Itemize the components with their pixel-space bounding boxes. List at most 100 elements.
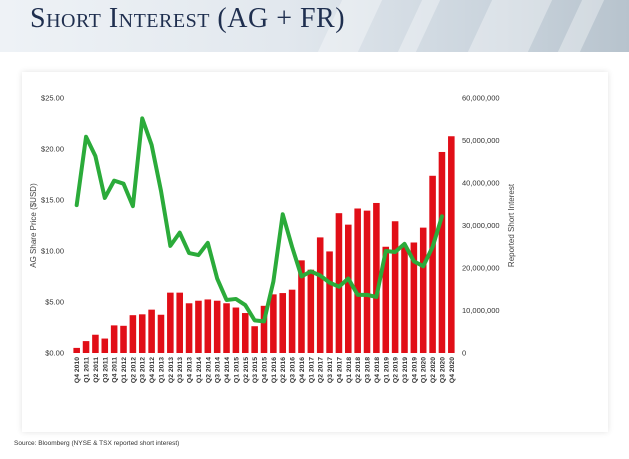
x-tick-label: Q4 2018 bbox=[374, 357, 381, 383]
bar-short-interest bbox=[279, 293, 287, 353]
x-tick-label: Q4 2015 bbox=[262, 357, 269, 383]
bar-short-interest bbox=[448, 136, 455, 353]
x-tick-label: Q3 2015 bbox=[252, 357, 259, 383]
bar-short-interest bbox=[373, 202, 380, 353]
bar-short-interest bbox=[410, 242, 418, 353]
source-note: Source: Bloomberg (NYSE & TSX reported s… bbox=[14, 440, 180, 447]
left-tick-label: $10.00 bbox=[41, 247, 64, 256]
x-tick-label: Q4 2012 bbox=[149, 357, 156, 383]
x-tick-label: Q3 2011 bbox=[102, 357, 109, 383]
bar-short-interest bbox=[419, 227, 427, 354]
bar-short-interest bbox=[185, 303, 193, 353]
bar-short-interest bbox=[260, 305, 268, 353]
bar-short-interest bbox=[401, 246, 408, 353]
x-tick-label: Q1 2013 bbox=[158, 357, 165, 383]
title-paren: (AG + FR) bbox=[217, 3, 346, 34]
left-tick-label: $0.00 bbox=[45, 349, 64, 358]
x-tick-label: Q3 2013 bbox=[177, 357, 184, 383]
x-tick-label: Q2 2013 bbox=[168, 357, 175, 383]
bar-short-interest bbox=[110, 325, 118, 354]
x-tick-label: Q3 2019 bbox=[402, 357, 409, 383]
bar-short-interest bbox=[251, 326, 258, 353]
left-tick-label: $25.00 bbox=[41, 94, 64, 103]
x-tick-label: Q1 2018 bbox=[346, 357, 353, 383]
bar-short-interest bbox=[345, 224, 352, 353]
right-tick-label: 30,000,000 bbox=[462, 221, 500, 230]
x-tick-label: Q2 2016 bbox=[280, 357, 287, 383]
bar-short-interest bbox=[326, 251, 333, 353]
y-axis-left-title: AG Share Price ($USD) bbox=[29, 183, 38, 268]
x-tick-label: Q1 2019 bbox=[383, 357, 390, 383]
x-tick-label: Q1 2016 bbox=[271, 357, 278, 383]
bar-short-interest bbox=[82, 341, 90, 353]
right-tick-label: 20,000,000 bbox=[462, 264, 500, 273]
right-tick-label: 10,000,000 bbox=[462, 306, 500, 315]
bar-short-interest bbox=[213, 300, 221, 353]
bar-short-interest bbox=[307, 269, 315, 353]
line-share-price bbox=[74, 116, 444, 324]
bar-short-interest bbox=[316, 237, 324, 353]
x-tick-label: Q2 2012 bbox=[130, 357, 137, 383]
x-tick-label: Q3 2014 bbox=[215, 357, 222, 383]
bar-short-interest bbox=[335, 213, 343, 353]
x-tick-label: Q4 2011 bbox=[112, 357, 119, 383]
x-tick-label: Q2 2019 bbox=[393, 357, 400, 383]
right-tick-label: 40,000,000 bbox=[462, 179, 500, 188]
bar-short-interest bbox=[73, 347, 80, 353]
left-tick-label: $5.00 bbox=[45, 298, 64, 307]
x-tick-label: Q4 2013 bbox=[187, 357, 194, 383]
x-tick-label: Q3 2017 bbox=[327, 357, 334, 383]
chart-svg: $0.00 $5.00 $10.00 $15.00 $20.00 $25.00 0 10,00… bbox=[29, 94, 516, 384]
bar-short-interest bbox=[195, 300, 202, 353]
x-tick-label: Q3 2012 bbox=[140, 357, 147, 383]
bar-short-interest bbox=[288, 289, 296, 353]
bar-short-interest bbox=[129, 315, 137, 353]
right-tick-label: 50,000,000 bbox=[462, 136, 500, 145]
x-tick-label: Q4 2019 bbox=[411, 357, 418, 383]
chart-panel: $0.00 $5.00 $10.00 $15.00 $20.00 $25.00 0 10,00… bbox=[22, 72, 608, 432]
x-tick-label: Q4 2017 bbox=[336, 357, 343, 383]
x-tick-label: Q1 2011 bbox=[84, 357, 91, 383]
bar-short-interest bbox=[223, 303, 230, 353]
x-tick-label: Q2 2015 bbox=[243, 357, 250, 383]
bar-short-interest bbox=[363, 210, 371, 354]
x-tick-label: Q2 2017 bbox=[318, 357, 325, 383]
x-tick-label: Q2 2018 bbox=[355, 357, 362, 383]
x-tick-label: Q4 2016 bbox=[299, 357, 306, 383]
x-tick-label: Q4 2014 bbox=[224, 357, 231, 383]
x-tick-label: Q3 2018 bbox=[365, 357, 372, 383]
y-axis-right-title: Reported Short Interest bbox=[507, 183, 516, 267]
bar-short-interest bbox=[101, 338, 109, 353]
x-tick-label: Q1 2015 bbox=[233, 357, 240, 383]
right-tick-label: 0 bbox=[462, 349, 466, 358]
x-tick-label: Q4 2010 bbox=[74, 357, 81, 383]
bar-short-interest bbox=[232, 307, 240, 353]
bar-short-interest bbox=[429, 175, 436, 353]
x-tick-label: Q2 2014 bbox=[205, 357, 212, 383]
bar-short-interest bbox=[120, 325, 127, 353]
bar-short-interest bbox=[204, 299, 212, 353]
bar-short-interest bbox=[270, 294, 277, 353]
left-tick-label: $15.00 bbox=[41, 196, 64, 205]
bar-short-interest bbox=[148, 309, 155, 353]
bar-short-interest bbox=[354, 208, 361, 353]
x-tick-label: Q4 2020 bbox=[449, 357, 456, 383]
title-main: Short Interest bbox=[30, 3, 210, 34]
right-tick-label: 60,000,000 bbox=[462, 94, 500, 103]
bar-short-interest bbox=[92, 334, 99, 353]
x-tick-label: Q1 2020 bbox=[421, 357, 428, 383]
header-banner: Short Interest (AG + FR) bbox=[0, 0, 629, 52]
x-tick-label: Q1 2012 bbox=[121, 357, 128, 383]
left-tick-label: $20.00 bbox=[41, 145, 64, 154]
bar-short-interest bbox=[298, 260, 305, 353]
bar-short-interest bbox=[176, 292, 183, 353]
x-tick-label: Q1 2014 bbox=[196, 357, 203, 383]
page-title: Short Interest (AG + FR) bbox=[30, 3, 345, 35]
x-tick-label: Q1 2017 bbox=[308, 357, 315, 383]
bar-short-interest bbox=[382, 246, 390, 353]
bar-short-interest bbox=[157, 314, 165, 353]
bar-short-interest bbox=[241, 313, 249, 353]
bar-short-interest bbox=[438, 151, 446, 353]
x-tick-label: Q2 2020 bbox=[430, 357, 437, 383]
x-tick-label: Q3 2016 bbox=[290, 357, 297, 383]
